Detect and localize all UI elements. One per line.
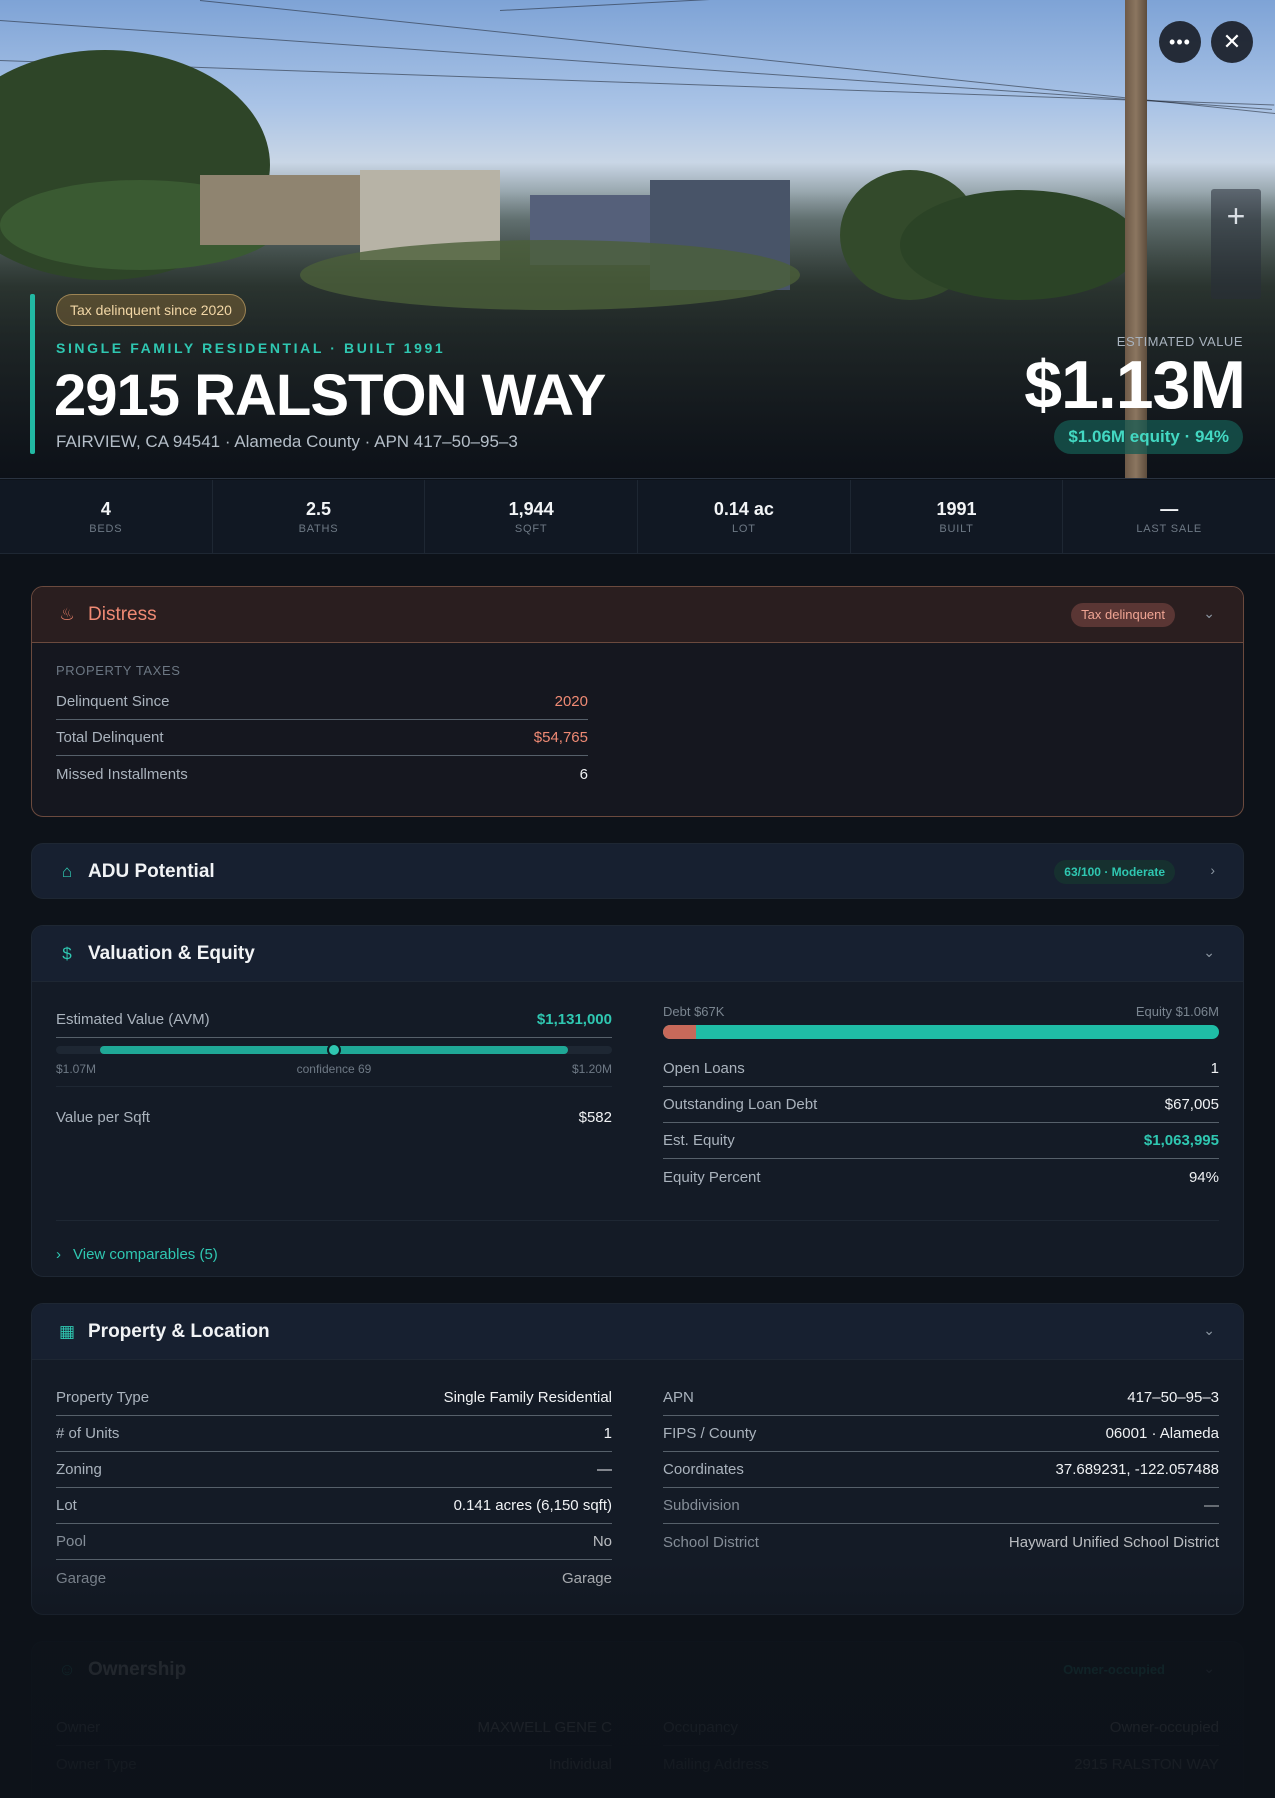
loan-row: Outstanding Loan Debt $67,005 [663,1087,1219,1123]
valuation-equity-card: $ Valuation & Equity ⌄ Estimated Value (… [31,925,1244,1277]
dollar-icon: $ [62,943,72,963]
valuation-header[interactable]: $ Valuation & Equity ⌄ [32,926,1243,982]
equity-pill: $1.06M equity · 94% [1054,420,1243,454]
distress-badge: Tax delinquent [1071,603,1175,627]
ownership-header[interactable]: ☺ Ownership Owner-occupied ⌄ [32,1642,1243,1698]
distress-row: Delinquent Since 2020 [56,684,588,720]
more-options-button[interactable]: ••• [1159,21,1201,63]
plus-icon[interactable]: + [1226,198,1246,234]
chevron-down-icon[interactable]: ⌄ [1203,944,1215,960]
debt-equity-labels: Debt $67K Equity $1.06M [663,1004,1219,1019]
close-button[interactable]: ✕ [1211,21,1253,63]
chevron-right-icon[interactable]: › [1210,862,1215,878]
property-header[interactable]: ▦ Property & Location ⌄ [32,1304,1243,1360]
value-per-sqft-row: Value per Sqft $582 [56,1108,612,1126]
adu-header[interactable]: ⌂ ADU Potential 63/100 · Moderate › [32,844,1243,898]
property-left-column: Property Type Single Family Residential #… [56,1380,612,1596]
loan-row: Est. Equity $1,063,995 [663,1123,1219,1159]
distress-row: Total Delinquent $54,765 [56,720,588,756]
property-row: Garage Garage [56,1569,612,1587]
property-row: Pool No [56,1524,612,1560]
avm-panel: Estimated Value (AVM) $1,131,000 $1.07M … [56,1002,612,1135]
distress-row: Missed Installments 6 [56,765,588,783]
estimated-value: $1.13M [1024,347,1246,423]
property-row: Property Type Single Family Residential [56,1380,612,1416]
ownership-row: Occupancy Owner-occupied [663,1710,1219,1746]
estimated-value-label: ESTIMATED VALUE [1116,334,1243,349]
adu-potential-card[interactable]: ⌂ ADU Potential 63/100 · Moderate › [31,843,1244,899]
stat-sqft: 1,944 SQFT [425,480,639,553]
hero-photo: ••• ✕ + Tax delinquent since 2020 SINGLE… [0,0,1275,479]
utility-pole [1125,0,1147,478]
user-icon: ☺ [58,1660,76,1679]
ownership-badge: Owner-occupied [1063,1662,1165,1677]
property-row: Coordinates 37.689231, -122.057488 [663,1452,1219,1488]
chevron-right-icon: › [56,1246,61,1263]
stats-bar: 4 BEDS 2.5 BATHS 1,944 SQFT 0.14 ac LOT 1991… [0,480,1275,554]
property-row: Subdivision — [663,1488,1219,1524]
property-subtype: SINGLE FAMILY RESIDENTIAL · BUILT 1991 [56,340,446,356]
flame-icon: ♨ [59,604,75,624]
ownership-title: Ownership [88,1659,187,1680]
avm-row: Estimated Value (AVM) $1,131,000 [56,1002,612,1038]
distress-header[interactable]: ♨ Distress Tax delinquent ⌄ [32,587,1243,643]
property-address: 2915 RALSTON WAY [54,363,606,428]
street-view-image [0,0,1275,478]
tax-delinquent-tag: Tax delinquent since 2020 [56,294,246,326]
loan-row: Open Loans 1 [663,1051,1219,1087]
home-icon: ⌂ [61,862,73,881]
debt-equity-panel: Debt $67K Equity $1.06M Open Loans 1 Outs… [663,1004,1219,1195]
property-location-card: ▦ Property & Location ⌄ Property Type Sin… [31,1303,1244,1615]
property-row: School District Hayward Unified School Di… [663,1533,1219,1551]
view-comparables-link[interactable]: › View comparables (5) [56,1246,218,1263]
chevron-down-icon[interactable]: ⌄ [1203,1660,1215,1676]
distress-card: ♨ Distress Tax delinquent ⌄ PROPERTY TAX… [31,586,1244,817]
property-row: Lot 0.141 acres (6,150 sqft) [56,1488,612,1524]
more-horizontal-icon: ••• [1169,31,1191,52]
stat-beds: 4 BEDS [0,480,213,553]
stat-last-sale: — LAST SALE [1136,499,1203,535]
loan-row: Equity Percent 94% [663,1168,1219,1186]
avm-range-labels: $1.07M confidence 69 $1.20M [56,1062,612,1076]
property-taxes-label: PROPERTY TAXES [56,663,181,678]
adu-title: ADU Potential [88,861,215,882]
valuation-title: Valuation & Equity [88,942,255,964]
distress-title: Distress [88,603,157,625]
building-icon: ▦ [58,1321,76,1341]
ownership-row: Mailing Address 2915 RALSTON WAY [663,1755,1219,1773]
property-title: Property & Location [88,1320,270,1342]
property-row: APN 417–50–95–3 [663,1380,1219,1416]
avm-estimate-marker [327,1043,341,1057]
ownership-left-column: Owner MAXWELL GENE C Owner Type Individual [56,1710,612,1782]
close-icon: ✕ [1222,29,1242,54]
adu-score-badge: 63/100 · Moderate [1054,860,1175,884]
ownership-right-column: Occupancy Owner-occupied Mailing Address 2… [663,1710,1219,1782]
avm-range-bar [56,1043,612,1057]
address-subtitle: FAIRVIEW, CA 94541 · Alameda County · AP… [56,432,518,451]
property-row: # of Units 1 [56,1416,612,1452]
property-row: FIPS / County 06001 · Alameda [663,1416,1219,1452]
property-right-column: APN 417–50–95–3 FIPS / County 06001 · Alam… [663,1380,1219,1560]
property-row: Zoning — [56,1452,612,1488]
ownership-card: ☺ Ownership Owner-occupied ⌄ Owner MAXWEL… [31,1641,1244,1798]
chevron-down-icon[interactable]: ⌄ [1203,605,1215,621]
stat-built: 1991 BUILT [851,480,1064,553]
debt-equity-bar [663,1025,1219,1039]
ownership-row: Owner Type Individual [56,1755,612,1773]
ownership-row: Owner MAXWELL GENE C [56,1710,612,1746]
stat-baths: 2.5 BATHS [213,480,426,553]
chevron-down-icon[interactable]: ⌄ [1203,1322,1215,1338]
accent-bar [30,294,35,454]
stat-lot: 0.14 ac LOT [638,480,851,553]
debt-fill [663,1025,697,1039]
map-zoom-control[interactable]: + [1211,189,1261,299]
